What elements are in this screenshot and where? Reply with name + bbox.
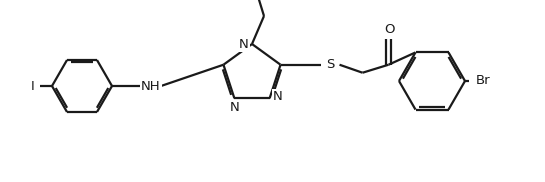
Text: S: S bbox=[326, 58, 335, 71]
Text: N: N bbox=[229, 101, 239, 114]
Text: O: O bbox=[384, 23, 395, 36]
Text: Br: Br bbox=[476, 74, 491, 88]
Text: N: N bbox=[272, 90, 282, 103]
Text: N: N bbox=[239, 37, 249, 50]
Text: NH: NH bbox=[141, 80, 161, 92]
Text: I: I bbox=[31, 80, 35, 92]
